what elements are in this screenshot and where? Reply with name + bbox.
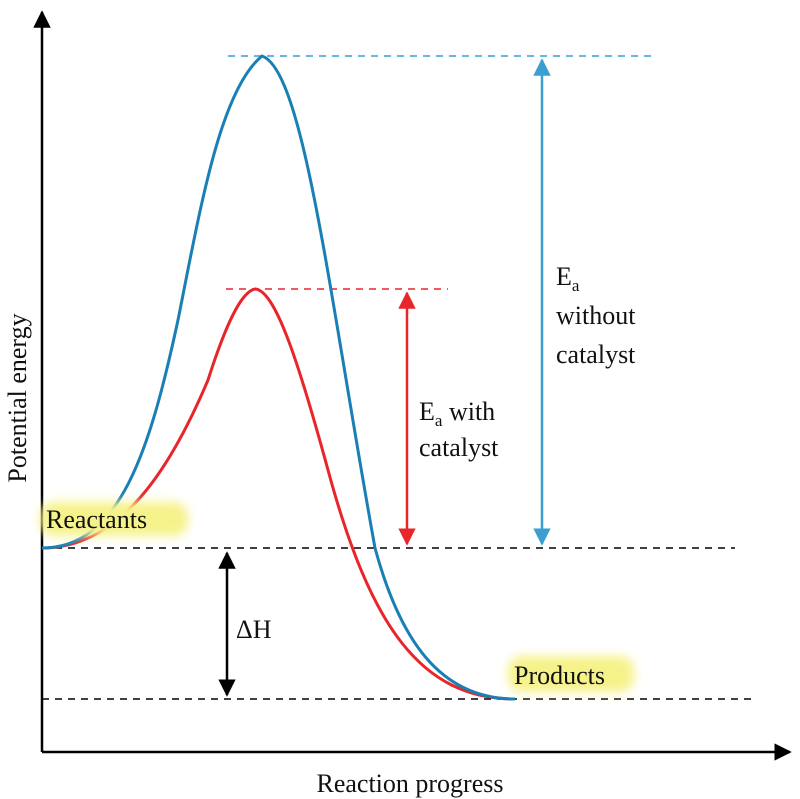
ea-no-catalyst-line3: catalyst: [556, 340, 636, 369]
x-axis-label: Reaction progress: [316, 769, 503, 798]
ea-no-catalyst-e: E: [556, 262, 572, 291]
delta-h-label: ΔH: [236, 615, 272, 644]
ea-no-catalyst-label: Ea: [556, 262, 580, 295]
reactants-label: Reactants: [46, 505, 147, 534]
y-axis-label: Potential energy: [3, 313, 32, 482]
ea-catalyst-line2: catalyst: [419, 433, 499, 462]
ea-catalyst-label: Ea with: [419, 397, 495, 430]
reactants-highlight: [40, 502, 188, 536]
curve-without-catalyst: [41, 54, 516, 701]
ea-catalyst-e: E: [419, 397, 435, 426]
curve-with-catalyst: [41, 287, 516, 701]
ea-no-catalyst-line2: without: [556, 301, 636, 330]
products-highlight: [508, 656, 634, 692]
products-label: Products: [514, 661, 605, 690]
ea-catalyst-sub: a: [435, 411, 443, 430]
ea-catalyst-with: with: [442, 397, 495, 426]
ea-no-catalyst-sub: a: [572, 276, 580, 295]
